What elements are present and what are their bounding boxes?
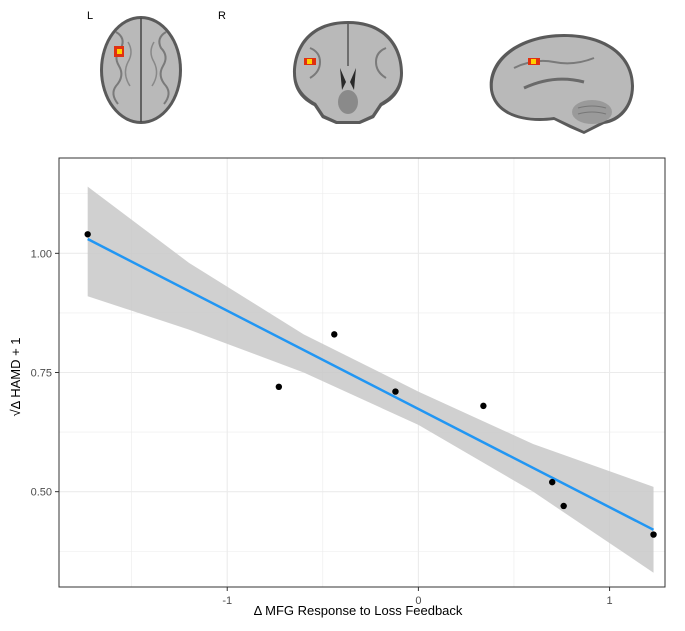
axial-brain-slice (100, 16, 182, 124)
data-point (331, 331, 338, 338)
data-point (480, 402, 487, 410)
data-point (84, 231, 91, 238)
confidence-band (87, 186, 654, 573)
y-tick-label: 1.00 (31, 248, 52, 260)
y-tick-label: 0.75 (31, 368, 52, 380)
left-hemisphere-label: L (87, 10, 94, 22)
x-axis: -1 0 1 (222, 587, 613, 607)
coronal-brain-slice (293, 21, 403, 124)
brain-slices-panel: L R (0, 0, 685, 150)
right-hemisphere-label: R (218, 10, 226, 22)
sagittal-brain-slice (489, 34, 634, 134)
regression-line (87, 237, 655, 531)
y-axis: 0.50 0.75 1.00 (31, 248, 59, 499)
y-tick-label: 0.50 (31, 487, 52, 499)
scatter-chart: -1 0 1 0.50 0.75 1.00 Δ MFG Response to Loss… (8, 157, 666, 618)
x-tick-label: -1 (222, 595, 232, 607)
data-point (392, 388, 399, 395)
data-point (650, 531, 657, 538)
data-point (560, 502, 567, 510)
x-axis-title: Δ MFG Response to Loss Feedback (254, 603, 463, 618)
data-points (84, 231, 657, 538)
data-point (549, 478, 556, 486)
y-axis-title: √Δ HAMD + 1 (8, 337, 23, 416)
data-point (275, 383, 283, 390)
x-tick-label: 0 (415, 595, 421, 607)
x-tick-label: 1 (606, 595, 612, 607)
